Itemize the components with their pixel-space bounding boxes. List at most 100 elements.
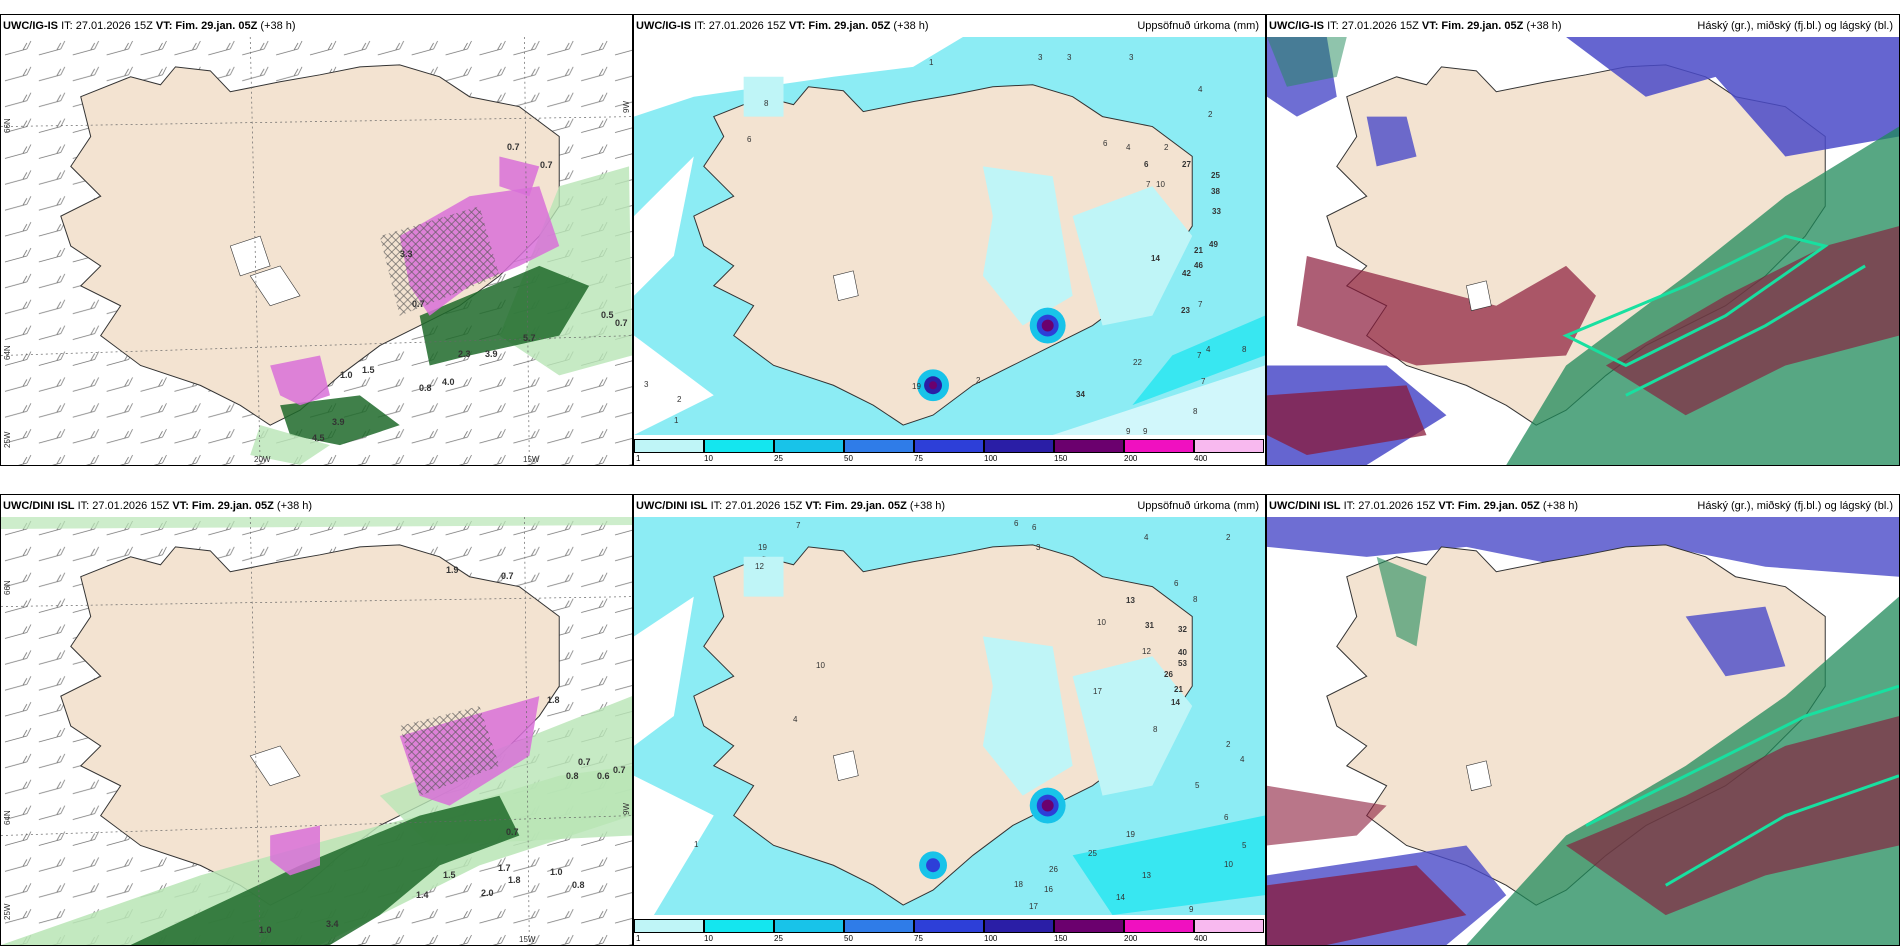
precip-value: 12	[755, 562, 764, 571]
wind-map	[1, 37, 632, 465]
colorbar-tick: 200	[1124, 934, 1138, 943]
lead-time: (+38 h)	[260, 20, 296, 32]
colorbar-swatch	[1054, 919, 1124, 933]
colorbar-tick: 75	[914, 454, 923, 463]
lead-time: (+38 h)	[276, 500, 313, 512]
precip-value: 1	[694, 840, 699, 849]
precip-value: 9	[1189, 905, 1194, 914]
field-name: Uppsöfnuð úrkoma (mm)	[1137, 20, 1259, 32]
wind-value: 0.7	[615, 318, 628, 328]
wind-value: 0.7	[412, 299, 425, 309]
precip-value: 14	[1171, 698, 1180, 707]
init-time: IT: 27.01.2026 15Z	[77, 500, 170, 512]
wind-value: 0.7	[506, 827, 519, 837]
wind-value: 0.7	[540, 160, 553, 170]
precip-value: 31	[1145, 621, 1154, 630]
valid-time: Fim. 29.jan. 05Z	[175, 20, 258, 32]
valid-time: Fim. 29.jan. 05Z	[1441, 20, 1524, 32]
model-name: UWC/IG-IS	[1269, 20, 1324, 32]
wind-map	[1, 517, 632, 945]
precip-value: 8	[1193, 595, 1198, 604]
precip-value: 26	[1049, 865, 1058, 874]
precip-value: 4	[1206, 345, 1211, 354]
panel-wind-bottom: UWC/DINI ISL IT: 27.01.2026 15Z VT: Fim.…	[0, 494, 633, 946]
cloud-map	[1267, 517, 1899, 945]
precip-value: 3	[1067, 53, 1072, 62]
lat-label-64: 64N	[3, 345, 12, 360]
wind-value: 1.8	[547, 695, 560, 705]
precip-value: 3	[1036, 543, 1041, 552]
valid-label: VT:	[172, 500, 189, 512]
precip-value: 19	[912, 382, 921, 391]
precip-value: 19	[758, 543, 767, 552]
precip-value: 8	[1193, 407, 1198, 416]
precip-value: 6	[1103, 139, 1108, 148]
valid-label: VT:	[1421, 20, 1439, 32]
colorbar-tick: 10	[704, 454, 713, 463]
precip-value: 2	[677, 395, 682, 404]
precip-value: 7	[1146, 180, 1151, 189]
precip-value: 2	[1164, 143, 1169, 152]
wind-value: 0.8	[572, 880, 585, 890]
precip-value: 8	[764, 99, 769, 108]
panel-cloud-bottom: UWC/DINI ISL IT: 27.01.2026 15Z VT: Fim.…	[1266, 494, 1900, 946]
wind-map-svg	[1, 517, 632, 945]
wind-value: 1.7	[498, 863, 511, 873]
colorbar-tick: 150	[1054, 454, 1068, 463]
panel-precip-top: UWC/IG-IS IT: 27.01.2026 15Z VT: Fim. 29…	[633, 14, 1266, 466]
colorbar-swatch	[704, 919, 774, 933]
valid-time: Fim. 29.jan. 05Z	[1457, 500, 1540, 512]
precip-value: 3	[1038, 53, 1043, 62]
cloud-map-svg	[1267, 37, 1899, 465]
precip-value: 25	[1088, 849, 1097, 858]
panel-wind-top: UWC/IG-IS IT: 27.01.2026 15Z VT: Fim. 29…	[0, 14, 633, 466]
wind-value: 3.9	[485, 349, 498, 359]
colorbar-tick: 1	[636, 454, 641, 463]
precip-value: 46	[1194, 261, 1203, 270]
precip-value: 6	[747, 135, 752, 144]
colorbar-swatch	[634, 439, 704, 453]
lon-label-15: 15W	[523, 455, 540, 464]
lead-time: (+38 h)	[893, 20, 929, 32]
precip-value: 49	[1209, 240, 1218, 249]
wind-value: 0.7	[507, 142, 520, 152]
precip-map-svg	[634, 37, 1265, 435]
colorbar-tick: 400	[1194, 454, 1208, 463]
colorbar-tick: 75	[914, 934, 923, 943]
precip-value: 14	[1116, 893, 1125, 902]
panel-title: UWC/IG-IS IT: 27.01.2026 15Z VT: Fim. 29…	[1267, 15, 1899, 37]
precip-value: 33	[1212, 207, 1221, 216]
panel-precip-bottom: UWC/DINI ISL IT: 27.01.2026 15Z VT: Fim.…	[633, 494, 1266, 946]
precip-value: 6	[1224, 813, 1229, 822]
wind-value: 0.8	[419, 383, 432, 393]
cloud-map	[1267, 37, 1899, 465]
valid-label: VT:	[805, 500, 822, 512]
precip-value: 40	[1178, 648, 1187, 657]
precip-value: 27	[1182, 160, 1191, 169]
precip-value: 1	[674, 416, 679, 425]
valid-label: VT:	[788, 20, 806, 32]
precip-value: 8	[1153, 725, 1158, 734]
panel-cloud-top: UWC/IG-IS IT: 27.01.2026 15Z VT: Fim. 29…	[1266, 14, 1900, 466]
wind-value: 1.0	[340, 370, 353, 380]
wind-value: 0.6	[597, 771, 610, 781]
model-name: UWC/DINI ISL	[636, 500, 708, 512]
precip-value: 32	[1178, 625, 1187, 634]
precip-value: 21	[1174, 685, 1183, 694]
colorbar-swatch	[914, 439, 984, 453]
colorbar-tick: 50	[844, 454, 853, 463]
lead-time: (+38 h)	[1542, 500, 1579, 512]
precip-value: 7	[1201, 377, 1206, 386]
model-name: UWC/IG-IS	[636, 20, 691, 32]
wind-value: 0.8	[566, 771, 579, 781]
precip-value: 7	[796, 521, 801, 530]
lon-label-15: 15W	[519, 935, 536, 944]
colorbar-swatch	[1124, 439, 1194, 453]
colorbar-swatch	[1194, 439, 1264, 453]
lon-label-20: 20W	[254, 455, 271, 464]
precip-value: 26	[1164, 670, 1173, 679]
lat-label-66: 66N	[3, 118, 12, 133]
wind-value: 1.5	[443, 870, 456, 880]
colorbar-swatch	[634, 919, 704, 933]
valid-time: Fim. 29.jan. 05Z	[808, 20, 891, 32]
